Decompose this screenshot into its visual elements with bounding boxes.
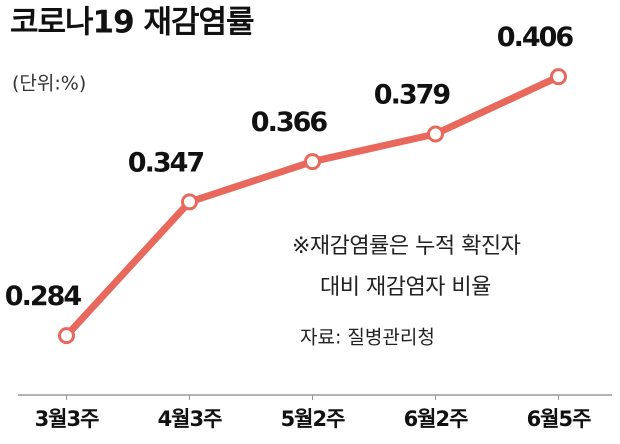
x-tick-label: 6월5주: [527, 407, 592, 431]
chart-title: 코로나19 재감염률: [10, 5, 254, 41]
x-tick-label: 6월2주: [404, 407, 469, 431]
value-label: 0.347: [128, 147, 204, 178]
marker: [550, 68, 567, 86]
marker: [304, 153, 321, 171]
x-tick-label: 4월3주: [158, 407, 223, 431]
value-label: 0.366: [251, 107, 328, 138]
marker: [181, 193, 198, 211]
marker: [427, 125, 444, 143]
annotation: 대비 재감염자 비율: [320, 275, 491, 300]
unit-label: (단위:%): [12, 73, 86, 95]
source: 자료: 질병관리청: [300, 327, 435, 349]
value-label: 0.406: [497, 22, 574, 53]
value-label: 0.379: [374, 79, 451, 110]
value-label: 0.284: [5, 281, 82, 312]
x-tick-label: 5월2주: [281, 407, 346, 431]
x-tick-label: 3월3주: [35, 407, 100, 431]
annotation: ※재감염률은 누적 확진자: [292, 234, 521, 259]
marker: [58, 327, 75, 345]
